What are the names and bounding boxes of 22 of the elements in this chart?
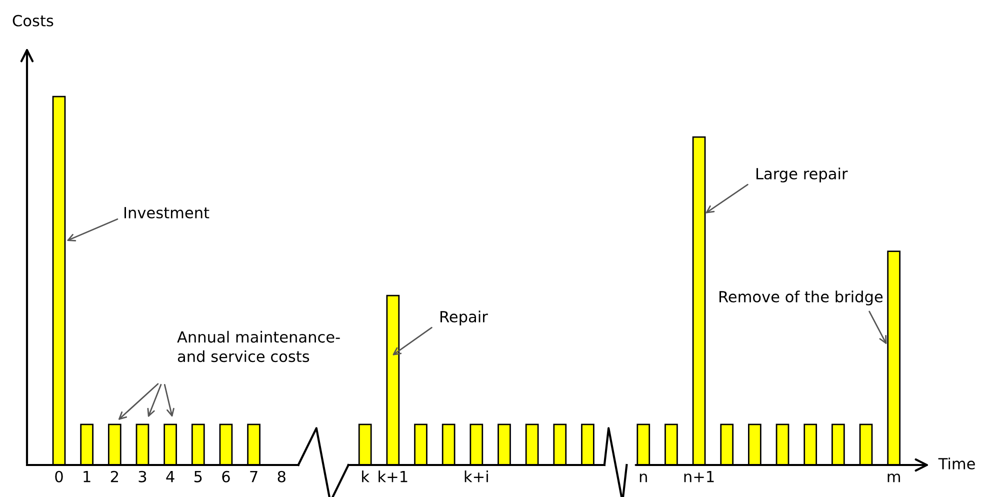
x-tick-label: 7 <box>250 471 258 482</box>
x-tick-label: m <box>888 474 900 482</box>
annotation: Annual maintenance- and service costs <box>177 330 340 362</box>
annotation: Large repair <box>756 168 848 182</box>
x-tick-label: 3 <box>138 470 146 482</box>
annotation: Repair <box>440 310 488 326</box>
x-axis-title: Time <box>938 458 975 470</box>
x-tick-label: 8 <box>278 470 286 482</box>
x-tick-label: 6 <box>222 470 230 482</box>
x-tick-label: 5 <box>194 471 202 482</box>
x-tick-label: 0 <box>55 470 63 482</box>
x-tick-label: 1 <box>84 471 90 482</box>
x-tick-label: 4 <box>166 471 174 482</box>
x-tick-label: n+1 <box>684 471 714 482</box>
annotation: Remove of the bridge <box>720 290 883 306</box>
x-tick-label: 2 <box>110 470 118 482</box>
x-tick-label: k+i <box>464 470 488 482</box>
x-tick-label: n <box>640 474 647 482</box>
x-tick-label: k <box>362 470 370 482</box>
y-axis-title: Costs <box>12 14 54 26</box>
x-tick-label: k+1 <box>378 470 408 482</box>
annotation: Investment <box>124 207 210 218</box>
